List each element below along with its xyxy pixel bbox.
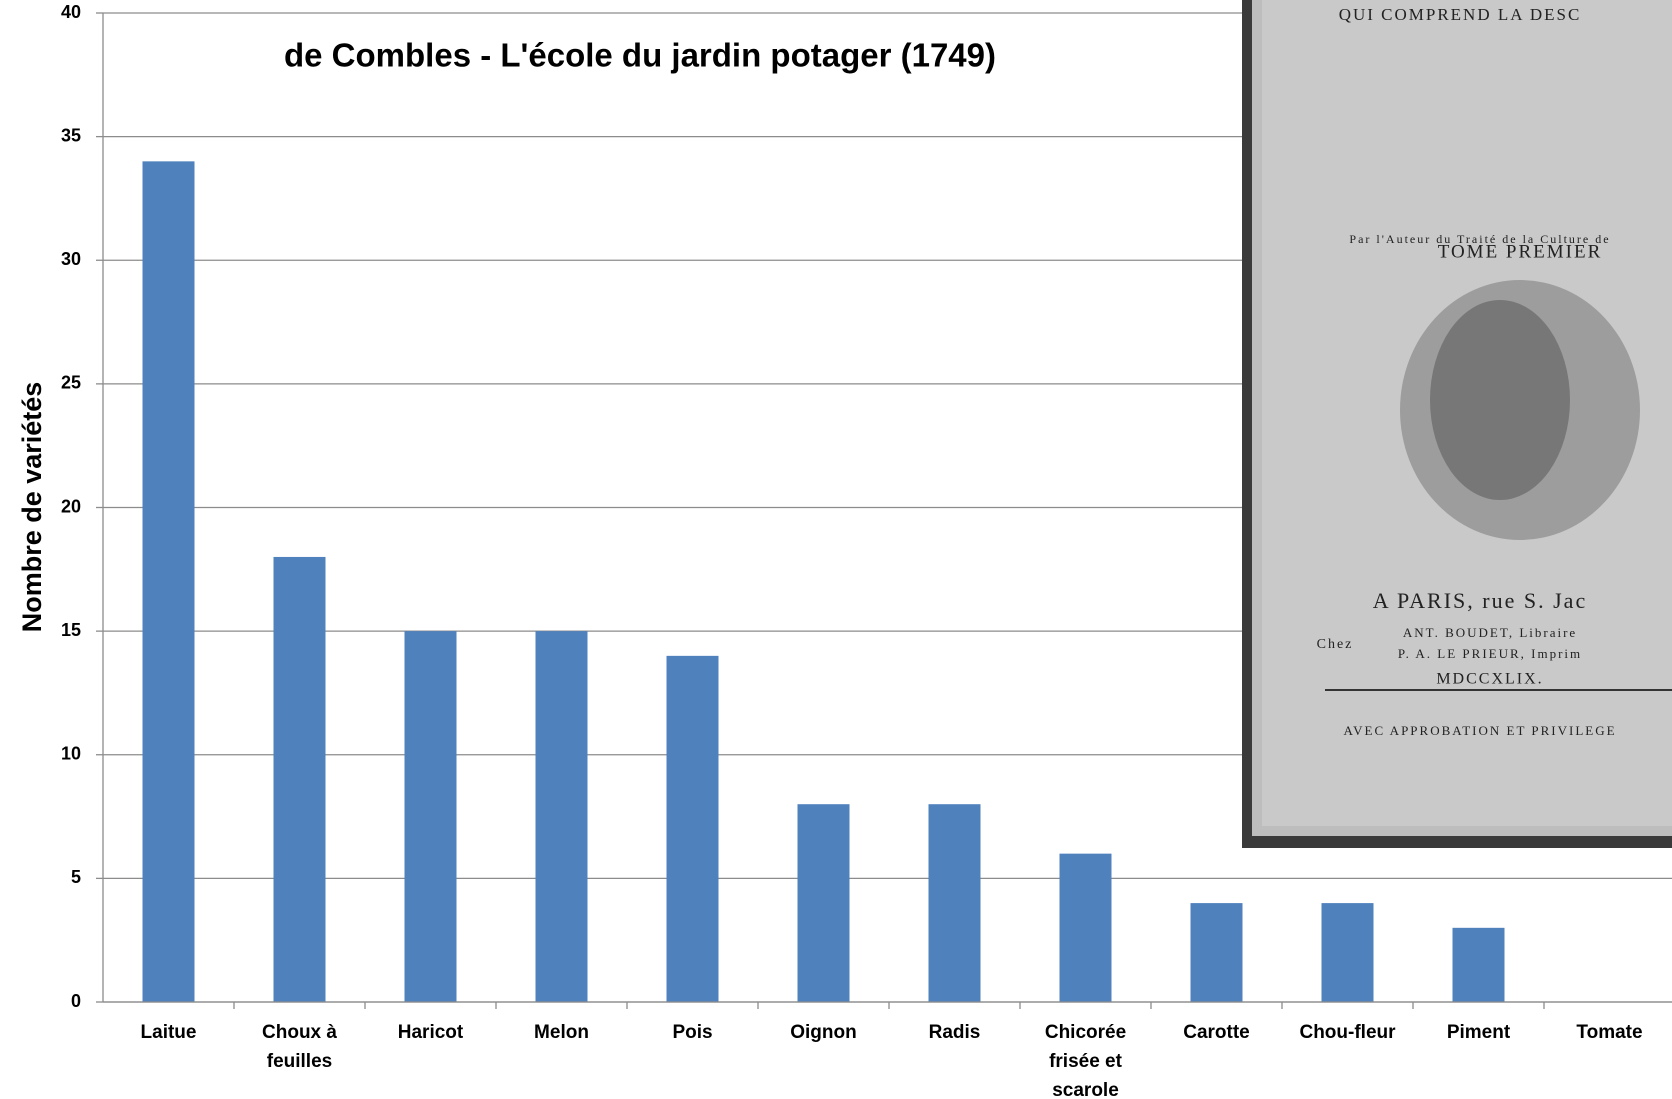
inset-engraving	[1430, 300, 1570, 500]
x-tick-label: Oignon	[768, 1018, 880, 1047]
x-tick-label: Tomate	[1554, 1018, 1666, 1047]
y-tick-label: 35	[61, 125, 81, 145]
y-tick-label: 20	[61, 496, 81, 516]
inset-text: ANT. BOUDET, Libraire	[1403, 625, 1577, 640]
inset-text: QUI COMPREND LA DESC	[1339, 5, 1582, 24]
bar	[1191, 903, 1243, 1002]
x-tick-label: Haricot	[375, 1018, 487, 1047]
y-tick-label: 10	[61, 744, 81, 764]
bar	[667, 656, 719, 1002]
y-tick-label: 25	[61, 373, 81, 393]
inset-text: A PARIS, rue S. Jac	[1373, 588, 1587, 613]
inset-text: P. A. LE PRIEUR, Imprim	[1398, 646, 1582, 661]
x-tick-label: Chicorée frisée et scarole	[1030, 1018, 1142, 1099]
y-tick-label: 0	[71, 991, 81, 1011]
y-axis-label: Nombre de variétés	[17, 382, 47, 633]
y-tick-label: 5	[71, 867, 81, 887]
bar	[274, 557, 326, 1002]
bar	[1060, 854, 1112, 1002]
bar	[798, 804, 850, 1002]
bar	[405, 631, 457, 1002]
y-tick-label: 40	[61, 2, 81, 22]
page: 0 5 10 15 20 25 30 35 40 de Combles - L'école du…	[0, 0, 1672, 1099]
x-tick-label: Melon	[506, 1018, 618, 1047]
bar	[929, 804, 981, 1002]
x-tick-label: Carotte	[1161, 1018, 1273, 1047]
inset-text: TOME PREMIER	[1438, 241, 1603, 262]
inset-text: Chez	[1317, 637, 1354, 652]
bar	[143, 161, 195, 1002]
inset-text: AVEC APPROBATION ET PRIVILEGE	[1343, 723, 1616, 738]
x-tick-label: Laitue	[113, 1018, 225, 1047]
bar	[1322, 903, 1374, 1002]
y-tick-label: 15	[61, 620, 81, 640]
x-tick-label: Choux à feuilles	[244, 1018, 356, 1076]
chart-title: de Combles - L'école du jardin potager (…	[284, 37, 996, 74]
bar	[536, 631, 588, 1002]
inset-text: MDCCXLIX.	[1436, 671, 1543, 688]
x-tick-label: Radis	[899, 1018, 1011, 1047]
chart: 0 5 10 15 20 25 30 35 40 de Combles - L'école du…	[0, 0, 1672, 1099]
bar	[1453, 928, 1505, 1002]
x-tick-label: Piment	[1423, 1018, 1535, 1047]
x-tick-label: Chou-fleur	[1292, 1018, 1404, 1047]
x-tick-label: Pois	[637, 1018, 749, 1047]
y-tick-label: 30	[61, 249, 81, 269]
